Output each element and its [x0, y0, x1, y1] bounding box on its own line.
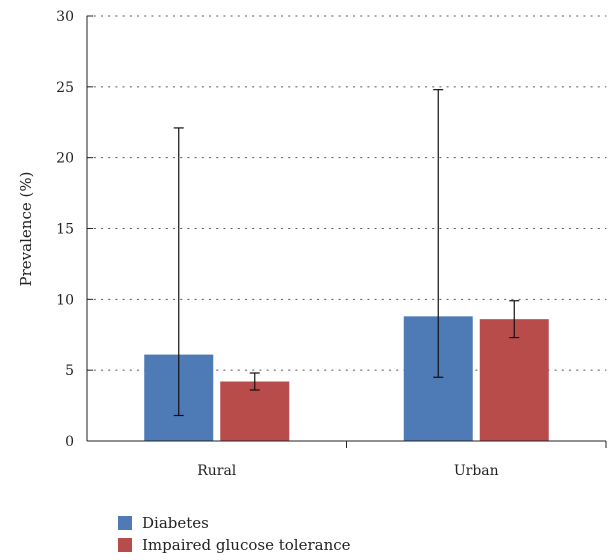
error-bar-impaired-glucose-tolerance-urban [509, 300, 520, 339]
y-tick-label-0: 0 [65, 434, 74, 450]
y-tick-label-20: 20 [56, 151, 74, 167]
legend-label-impaired-glucose-tolerance: Impaired glucose tolerance [142, 536, 351, 554]
y-tick-label-5: 5 [65, 363, 74, 379]
error-bars [173, 89, 520, 417]
x-tick-label-urban: Urban [454, 463, 499, 479]
legend-swatch-impaired-glucose-tolerance [118, 538, 132, 552]
y-axis-label: Prevalence (%) [17, 172, 35, 287]
axes [86, 15, 607, 448]
bar-impaired-glucose-tolerance-urban [479, 319, 549, 441]
legend-item-diabetes: Diabetes [118, 512, 351, 534]
error-bar-impaired-glucose-tolerance-rural [249, 372, 260, 391]
y-tick-label-10: 10 [56, 292, 74, 308]
error-bar-diabetes-urban [433, 89, 444, 378]
y-tick-labels: 0 5 10 15 20 25 30 [56, 9, 74, 450]
legend-label-diabetes: Diabetes [142, 514, 209, 532]
y-tick-label-30: 30 [56, 9, 74, 25]
bars [144, 316, 549, 441]
gridlines [86, 15, 607, 371]
legend-swatch-diabetes [118, 516, 132, 530]
bar-impaired-glucose-tolerance-rural [220, 381, 290, 441]
x-tick-label-rural: Rural [197, 463, 237, 479]
y-tick-label-25: 25 [56, 80, 74, 96]
legend: Diabetes Impaired glucose tolerance [118, 512, 351, 556]
x-tick-labels: Rural Urban [197, 463, 498, 479]
legend-item-impaired-glucose-tolerance: Impaired glucose tolerance [118, 534, 351, 556]
y-tick-label-15: 15 [56, 222, 74, 238]
error-bar-diabetes-rural [173, 127, 184, 417]
